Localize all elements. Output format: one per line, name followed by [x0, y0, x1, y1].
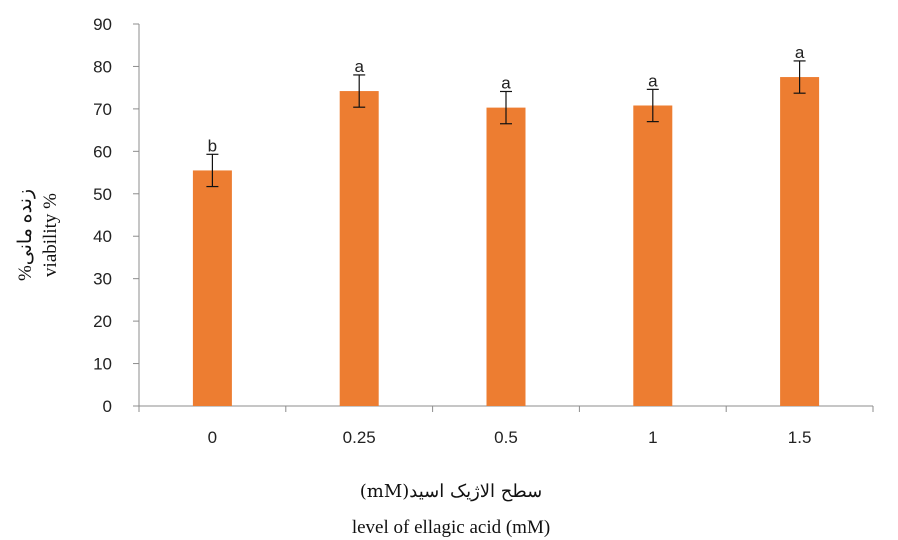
- x-axis-label-persian: (mM)سطح الاژیک اسید: [360, 481, 543, 502]
- x-axis: 0 0.25 0.5 1 1.5: [138, 405, 874, 447]
- error-bar: [353, 74, 366, 108]
- y-tick-label: 90: [93, 15, 112, 34]
- significance-label: a: [795, 43, 805, 62]
- error-bar: [646, 88, 659, 123]
- y-tick-label: 20: [93, 312, 112, 331]
- significance-label: a: [648, 71, 658, 90]
- x-tick-label: 1: [648, 428, 657, 447]
- bar: [192, 170, 232, 406]
- y-tick-label: 80: [93, 57, 112, 76]
- y-tick-label: 50: [93, 185, 112, 204]
- bar: [486, 107, 526, 407]
- x-tick-label: 0: [208, 428, 217, 447]
- x-tick-label: 0.25: [343, 428, 376, 447]
- bar: [633, 105, 673, 406]
- y-tick-label: 30: [93, 270, 112, 289]
- significance-label: b: [208, 136, 217, 155]
- y-tick-label: 10: [93, 355, 112, 374]
- y-axis-label-persian: %زنده مانی: [15, 189, 36, 281]
- x-tick-label: 1.5: [788, 428, 812, 447]
- significance-label: a: [354, 57, 364, 76]
- y-tick-label: 0: [103, 397, 112, 416]
- y-axis-label: viability %: [40, 193, 61, 277]
- y-axis: 0 10 20 30 40 50 60 70 80 90: [93, 15, 140, 416]
- y-tick-label: 40: [93, 227, 112, 246]
- significance-label: a: [501, 73, 511, 92]
- bar-series: b a a a a: [192, 43, 820, 407]
- x-tick-label: 0.5: [494, 428, 518, 447]
- x-axis-label: level of ellagic acid (mM): [352, 517, 550, 538]
- y-tick-label: 70: [93, 100, 112, 119]
- bar: [339, 91, 379, 406]
- error-bar: [500, 90, 512, 125]
- error-bar: [206, 153, 219, 188]
- y-tick-label: 60: [93, 142, 112, 161]
- bar: [780, 77, 820, 407]
- error-bar: [793, 60, 806, 94]
